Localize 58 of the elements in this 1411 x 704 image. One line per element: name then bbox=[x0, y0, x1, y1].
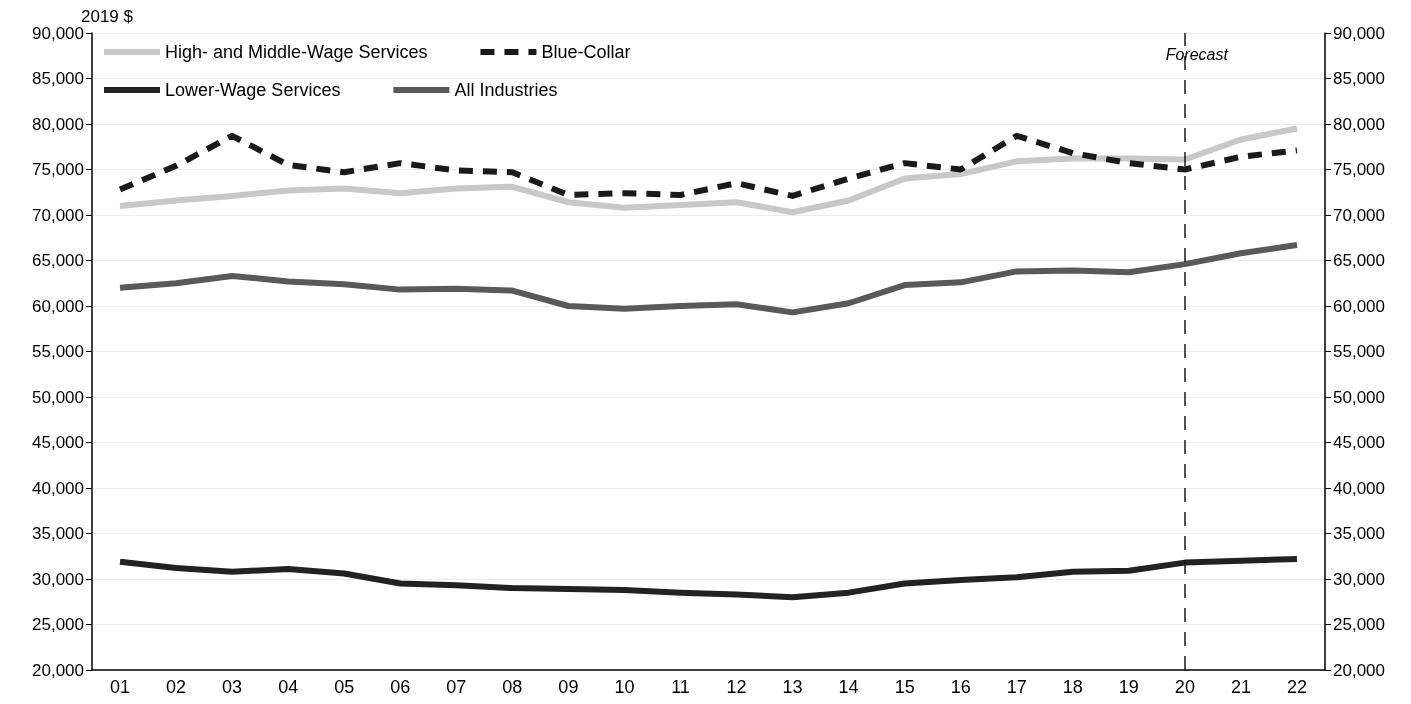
y2-tick-label: 55,000 bbox=[1333, 342, 1385, 361]
y-tick-label: 40,000 bbox=[32, 478, 84, 498]
x-tick-label: 18 bbox=[1062, 677, 1083, 697]
x-tick-label: 14 bbox=[838, 677, 859, 697]
legend-label: Lower-Wage Services bbox=[165, 80, 341, 100]
y-tick-label: 30,000 bbox=[32, 569, 84, 589]
y-tick-label: 50,000 bbox=[32, 387, 84, 407]
legend-label: All Industries bbox=[454, 80, 558, 100]
x-tick-label: 12 bbox=[726, 677, 747, 697]
x-tick-label: 02 bbox=[166, 677, 187, 697]
y-tick-label: 45,000 bbox=[32, 433, 84, 452]
y2-tick-label: 30,000 bbox=[1333, 569, 1385, 589]
y2-tick-label: 75,000 bbox=[1333, 160, 1385, 179]
y-tick-label: 75,000 bbox=[32, 160, 84, 179]
x-tick-label: 01 bbox=[110, 677, 131, 697]
y-tick-label: 90,000 bbox=[32, 23, 84, 43]
y-tick-label: 20,000 bbox=[32, 660, 84, 680]
x-tick-label: 05 bbox=[334, 677, 355, 697]
x-tick-label: 10 bbox=[614, 677, 635, 697]
legend-label: Blue-Collar bbox=[541, 42, 631, 62]
x-tick-label: 04 bbox=[278, 677, 299, 697]
x-tick-label: 16 bbox=[950, 677, 971, 697]
legend-label: High- and Middle-Wage Services bbox=[165, 42, 428, 62]
y-axis-title: 2019 $ bbox=[81, 6, 134, 26]
y2-tick-label: 50,000 bbox=[1333, 387, 1385, 407]
y2-tick-label: 25,000 bbox=[1333, 615, 1385, 634]
x-tick-label: 22 bbox=[1286, 677, 1307, 697]
y2-tick-label: 65,000 bbox=[1333, 251, 1385, 270]
y-tick-label: 55,000 bbox=[32, 342, 84, 361]
x-tick-label: 03 bbox=[222, 677, 243, 697]
y2-tick-label: 45,000 bbox=[1333, 433, 1385, 452]
y-tick-label: 70,000 bbox=[32, 205, 84, 225]
x-tick-label: 08 bbox=[502, 677, 523, 697]
y-tick-label: 35,000 bbox=[32, 524, 84, 543]
x-tick-label: 15 bbox=[894, 677, 915, 697]
x-tick-label: 21 bbox=[1230, 677, 1251, 697]
y2-tick-label: 40,000 bbox=[1333, 478, 1385, 498]
y2-tick-label: 35,000 bbox=[1333, 524, 1385, 543]
x-tick-label: 07 bbox=[446, 677, 467, 697]
x-tick-label: 09 bbox=[558, 677, 579, 697]
y-tick-label: 25,000 bbox=[32, 615, 84, 634]
ref-line-label: Forecast bbox=[1165, 45, 1229, 63]
x-tick-label: 20 bbox=[1174, 677, 1195, 697]
y-tick-label: 85,000 bbox=[32, 69, 84, 88]
x-tick-label: 17 bbox=[1006, 677, 1027, 697]
y-tick-label: 60,000 bbox=[32, 296, 84, 316]
y-tick-label: 65,000 bbox=[32, 251, 84, 270]
x-tick-label: 19 bbox=[1118, 677, 1139, 697]
y-tick-label: 80,000 bbox=[32, 114, 84, 134]
y2-tick-label: 80,000 bbox=[1333, 114, 1385, 134]
x-tick-label: 13 bbox=[782, 677, 803, 697]
y2-tick-label: 60,000 bbox=[1333, 296, 1385, 316]
y2-tick-label: 85,000 bbox=[1333, 69, 1385, 88]
x-tick-label: 06 bbox=[390, 677, 411, 697]
x-tick-label: 11 bbox=[671, 677, 690, 697]
y2-tick-label: 70,000 bbox=[1333, 205, 1385, 225]
y2-tick-label: 90,000 bbox=[1333, 23, 1385, 43]
y2-tick-label: 20,000 bbox=[1333, 660, 1385, 680]
